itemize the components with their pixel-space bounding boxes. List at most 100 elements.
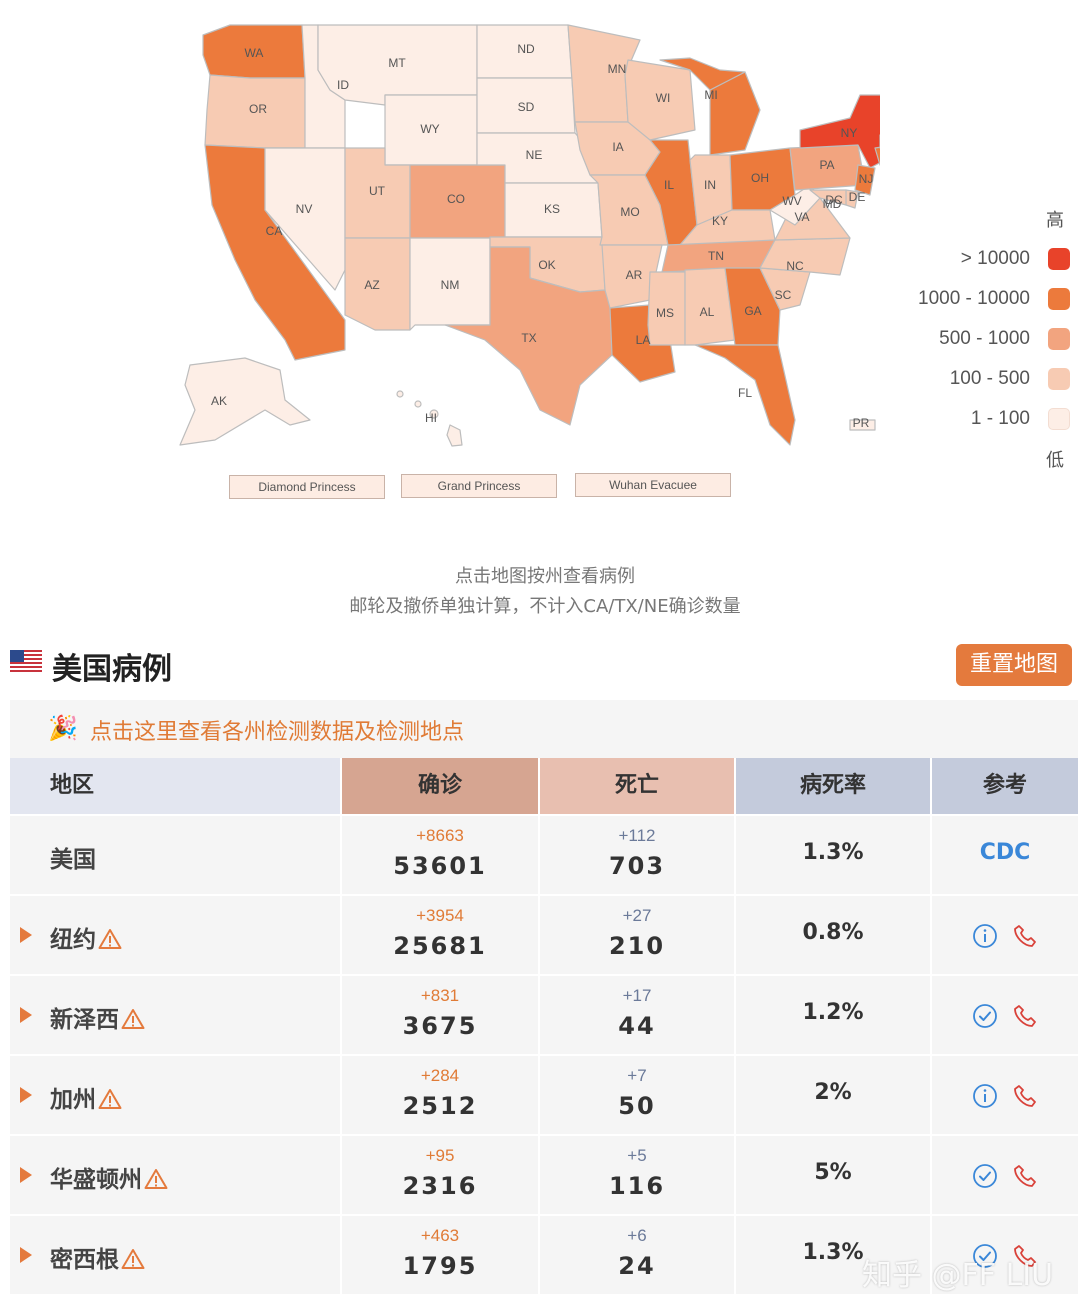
cdc-link[interactable]: CDC <box>979 840 1031 865</box>
legend-item[interactable]: 1 - 100 <box>880 400 1070 440</box>
warning-icon[interactable] <box>98 1088 122 1110</box>
phone-icon[interactable] <box>1012 1003 1038 1029</box>
legend-item[interactable]: 100 - 500 <box>880 360 1070 400</box>
warning-icon[interactable] <box>144 1168 168 1190</box>
info-circle-icon[interactable] <box>972 923 998 949</box>
watermark: 知乎 @FF LIU <box>862 1258 1054 1293</box>
phone-icon[interactable] <box>1012 1163 1038 1189</box>
state-label-CA: CA <box>266 224 283 238</box>
state-label-NC: NC <box>786 259 804 273</box>
expand-arrow-icon[interactable] <box>20 927 32 943</box>
confirmed-cell: +3954 25681 <box>342 896 538 974</box>
table-row[interactable]: 美国 +8663 53601 +112 703 1.3% CDC <box>10 814 1078 894</box>
state-label-OR: OR <box>249 102 267 116</box>
state-AZ[interactable] <box>344 237 411 331</box>
state-label-IN: IN <box>704 178 716 192</box>
legend-item-label: 100 - 500 <box>949 368 1030 389</box>
confirmed-cell: +284 2512 <box>342 1056 538 1134</box>
table-row[interactable]: 纽约 +3954 25681 +27 210 0.8% <box>10 894 1078 974</box>
table-row[interactable]: 华盛顿州 +95 2316 +5 116 5% <box>10 1134 1078 1214</box>
expand-arrow-icon[interactable] <box>20 1007 32 1023</box>
deaths-delta: +27 <box>622 906 652 925</box>
region-cell[interactable]: 纽约 <box>10 896 340 974</box>
wuhan-evacuee-button[interactable]: Wuhan Evacuee <box>575 473 731 497</box>
state-FL[interactable] <box>694 344 796 446</box>
reset-map-button[interactable]: 重置地图 <box>956 644 1072 686</box>
state-label-WI: WI <box>656 91 671 105</box>
state-label-IL: IL <box>664 178 674 192</box>
testing-info-link[interactable]: 点击这里查看各州检测数据及检测地点 <box>90 720 465 745</box>
phone-icon[interactable] <box>1012 1083 1038 1109</box>
confirmed-delta: +284 <box>420 1066 460 1085</box>
expand-arrow-icon[interactable] <box>20 1087 32 1103</box>
state-NC[interactable] <box>759 237 851 276</box>
legend-item[interactable]: > 10000 <box>880 240 1070 280</box>
phone-icon[interactable] <box>1012 923 1038 949</box>
state-GA[interactable] <box>724 267 781 346</box>
deaths-cell: +27 210 <box>540 896 734 974</box>
table-row[interactable]: 加州 +284 2512 +7 50 2% <box>10 1054 1078 1134</box>
legend-item[interactable]: 500 - 1000 <box>880 320 1070 360</box>
state-label-SC: SC <box>775 288 792 302</box>
header-region[interactable]: 地区 <box>10 758 340 814</box>
region-cell[interactable]: 华盛顿州 <box>10 1136 340 1214</box>
state-AL[interactable] <box>684 267 736 346</box>
header-fatality-rate[interactable]: 病死率 <box>736 758 930 814</box>
state-AR[interactable] <box>601 244 663 309</box>
state-MD[interactable] <box>809 189 847 206</box>
deaths-total: 24 <box>618 1252 656 1280</box>
fatality-cell: 0.8% <box>736 896 930 974</box>
testing-info-banner[interactable]: 🎉 点击这里查看各州检测数据及检测地点 <box>10 700 1078 758</box>
region-cell[interactable]: 美国 <box>10 816 340 894</box>
state-label-OH: OH <box>751 171 769 185</box>
table-row[interactable]: 新泽西 +831 3675 +17 44 1.2% <box>10 974 1078 1054</box>
state-MS[interactable] <box>647 271 686 346</box>
state-CT[interactable] <box>874 145 880 166</box>
table-header-row: 地区 确诊 死亡 病死率 参考 <box>10 758 1078 814</box>
region-label: 密西根 <box>50 1247 119 1273</box>
state-PR[interactable] <box>849 419 876 431</box>
info-circle-icon[interactable] <box>972 1083 998 1109</box>
confirmed-delta: +463 <box>420 1226 460 1245</box>
header-deaths[interactable]: 死亡 <box>540 758 734 814</box>
phone-icon[interactable] <box>1012 1243 1038 1269</box>
confirmed-delta: +831 <box>420 986 460 1005</box>
state-HI[interactable] <box>396 390 463 447</box>
table-row[interactable]: 密西根 +463 1795 +6 24 1.3% <box>10 1214 1078 1294</box>
region-cell[interactable]: 密西根 <box>10 1216 340 1294</box>
warning-icon[interactable] <box>121 1248 145 1270</box>
state-label-MD: MD <box>823 197 842 211</box>
warning-icon[interactable] <box>121 1008 145 1030</box>
state-NY[interactable] <box>799 94 880 169</box>
header-confirmed[interactable]: 确诊 <box>342 758 538 814</box>
warning-icon[interactable] <box>98 928 122 950</box>
expand-arrow-icon[interactable] <box>20 1167 32 1183</box>
legend-item[interactable]: 1000 - 10000 <box>880 280 1070 320</box>
state-TX[interactable] <box>444 246 613 426</box>
cases-table: 地区 确诊 死亡 病死率 参考 美国 +8663 53601 +112 703 1.3% C… <box>10 758 1078 1294</box>
region-cell[interactable]: 加州 <box>10 1056 340 1134</box>
check-circle-icon[interactable] <box>972 1163 998 1189</box>
state-NV[interactable] <box>264 147 346 291</box>
legend-item-label: 1 - 100 <box>970 408 1030 429</box>
state-AK[interactable] <box>179 357 311 446</box>
state-label-WA: WA <box>245 46 264 60</box>
state-label-MT: MT <box>388 56 406 70</box>
region-cell[interactable]: 新泽西 <box>10 976 340 1054</box>
grand-princess-button[interactable]: Grand Princess <box>401 474 557 498</box>
state-MI-upper[interactable] <box>659 57 746 91</box>
fatality-cell: 5% <box>736 1136 930 1214</box>
us-choropleth-map[interactable]: WA OR CA ID NV MT WY UT AZ CO NM ND SD NE KS OK TX MN IA MO… <box>0 0 880 520</box>
state-NJ[interactable] <box>854 164 876 196</box>
diamond-princess-button[interactable]: Diamond Princess <box>229 475 385 499</box>
state-label-OK: OK <box>538 258 555 272</box>
confirmed-cell: +95 2316 <box>342 1136 538 1214</box>
region-label: 华盛顿州 <box>50 1167 142 1193</box>
check-circle-icon[interactable] <box>972 1003 998 1029</box>
expand-arrow-icon[interactable] <box>20 1247 32 1263</box>
state-label-PR: PR <box>853 416 870 430</box>
check-circle-icon[interactable] <box>972 1243 998 1269</box>
region-name: 华盛顿州 <box>50 1160 168 1194</box>
us-map-section: WA OR CA ID NV MT WY UT AZ CO NM ND SD NE KS OK TX MN IA MO… <box>0 0 1090 540</box>
reference-cell <box>932 1056 1078 1134</box>
